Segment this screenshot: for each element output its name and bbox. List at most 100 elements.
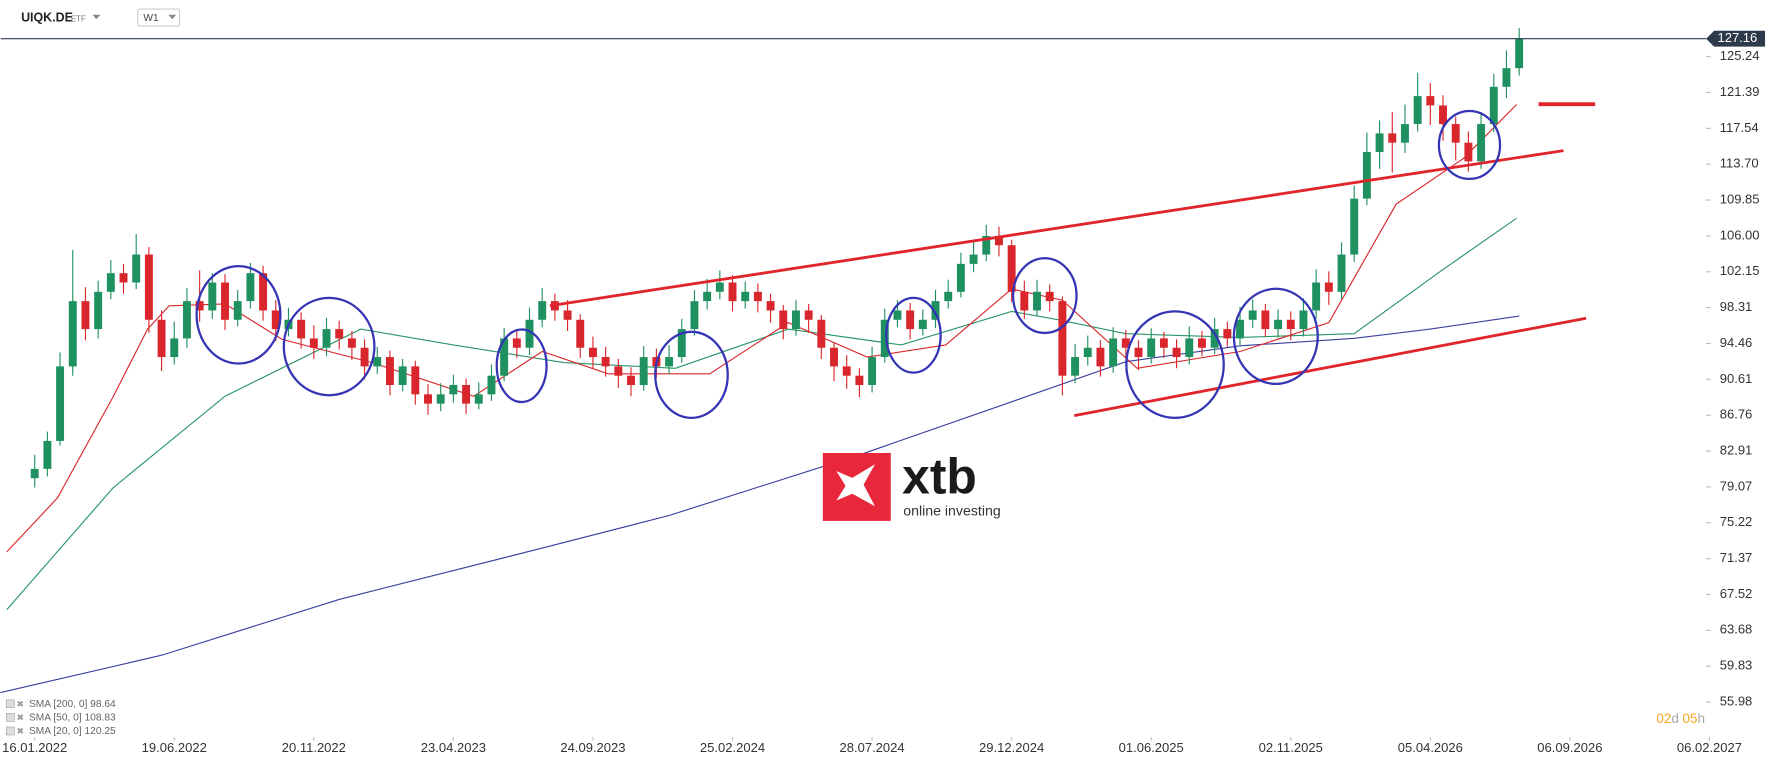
candle-body: [56, 366, 65, 441]
candle-body: [81, 301, 90, 330]
candle-body: [880, 319, 889, 358]
candle-body: [665, 357, 674, 367]
y-tick-label: 55.98: [1720, 694, 1753, 709]
x-tick-label: 05.04.2026: [1398, 740, 1463, 755]
header: UIQK.DE ETF W1: [21, 8, 181, 27]
candle-body: [918, 319, 927, 330]
countdown-day-unit: d: [1671, 711, 1679, 726]
candle-body: [119, 273, 128, 283]
candle-body: [994, 235, 1003, 246]
candle-body: [1337, 254, 1346, 292]
legend: ✖ SMA [200, 0] 98.64 ✖ SMA [50, 0] 108.83 ✖ S…: [6, 699, 116, 737]
candle-body: [1261, 310, 1270, 330]
candle-body: [715, 282, 724, 292]
candle-body: [1477, 124, 1486, 162]
x-tick-label: 02.11.2025: [1259, 740, 1323, 755]
timeframe-select[interactable]: [137, 8, 181, 27]
legend-close: ✖: [17, 699, 25, 709]
countdown-days: 02: [1656, 711, 1671, 726]
x-tick-label: 29.12.2024: [979, 740, 1044, 755]
candle-body: [500, 338, 509, 376]
candle-body: [144, 254, 153, 320]
x-tick-label: 28.07.2024: [839, 740, 904, 755]
circle-marker[interactable]: [1011, 257, 1078, 335]
candle-body: [512, 338, 521, 348]
candle-body: [1324, 282, 1333, 292]
candle-body: [525, 319, 534, 348]
circle-marker[interactable]: [195, 264, 282, 365]
candle-body: [157, 319, 166, 358]
circle-marker[interactable]: [885, 296, 942, 374]
candle-body: [1096, 347, 1105, 367]
y-tick-label: 63.68: [1720, 622, 1753, 637]
candle-body: [1033, 291, 1041, 311]
candle-body: [1400, 124, 1409, 143]
candle-body: [563, 310, 572, 320]
circle-marker[interactable]: [282, 296, 376, 397]
symbol[interactable]: UIQK.DE: [21, 10, 73, 24]
candle-body: [830, 347, 838, 367]
candle-body: [1058, 301, 1067, 376]
y-tick-label: 98.31: [1720, 299, 1753, 314]
candle-body: [436, 394, 445, 404]
candle-body: [1502, 68, 1511, 87]
candle-body: [703, 291, 712, 302]
candle-body: [1172, 347, 1181, 358]
candle-body: [1071, 357, 1080, 376]
legend-label: SMA [200, 0] 98.64: [29, 699, 116, 710]
legend-close: ✖: [17, 726, 25, 736]
candle-body: [779, 310, 788, 330]
candle-body: [246, 273, 255, 302]
countdown-hour-unit: h: [1698, 711, 1706, 726]
y-tick-label: 125.24: [1720, 48, 1760, 63]
timeframe-dropdown[interactable]: [168, 14, 177, 20]
candle-body: [982, 235, 991, 255]
candle-body: [1134, 347, 1143, 358]
candle-body: [956, 263, 965, 292]
trend-line[interactable]: [549, 149, 1564, 308]
candle-body: [1362, 152, 1371, 199]
drawings: [195, 102, 1596, 420]
y-tick-label: 94.46: [1720, 335, 1753, 350]
trend-line[interactable]: [1073, 316, 1587, 417]
candle-body: [817, 319, 826, 348]
candle-body: [842, 366, 851, 376]
symbol-dropdown[interactable]: [92, 14, 101, 20]
y-tick-label: 109.85: [1720, 191, 1760, 206]
candle-body: [893, 310, 902, 320]
candle-body: [677, 329, 686, 358]
candle-body: [271, 310, 280, 330]
circle-marker[interactable]: [1125, 310, 1225, 420]
candle-body: [614, 366, 623, 376]
candle-body: [297, 319, 306, 339]
countdown-hours: 05: [1682, 711, 1697, 726]
candle-body: [601, 357, 610, 367]
candle-body: [868, 357, 877, 386]
tagline: online investing: [903, 503, 1000, 519]
candle-body: [360, 347, 369, 367]
candle-body: [221, 282, 229, 320]
sma-line: [0, 315, 1520, 694]
candle-body: [1439, 105, 1447, 125]
candle-body: [1388, 133, 1397, 143]
circle-marker[interactable]: [1437, 109, 1502, 181]
candle-body: [1451, 124, 1460, 143]
candle-body: [94, 291, 103, 330]
candle-body: [1223, 329, 1232, 339]
circle-marker[interactable]: [1232, 287, 1319, 386]
legend-icon: [6, 699, 15, 709]
legend-icon: [6, 726, 15, 736]
candle-body: [132, 254, 141, 283]
candle-body: [1350, 198, 1359, 255]
y-tick-label: 67.52: [1720, 586, 1753, 601]
candle-body: [208, 282, 217, 311]
circle-marker[interactable]: [654, 330, 729, 420]
circle-marker[interactable]: [495, 328, 548, 404]
candles: [30, 28, 1524, 488]
candle-body: [1413, 96, 1422, 125]
x-tick-label: 23.04.2023: [421, 740, 486, 755]
candle-body: [576, 319, 585, 348]
candle-body: [1286, 319, 1295, 330]
candle-body: [106, 273, 115, 292]
timeframe[interactable]: W1: [143, 13, 159, 24]
